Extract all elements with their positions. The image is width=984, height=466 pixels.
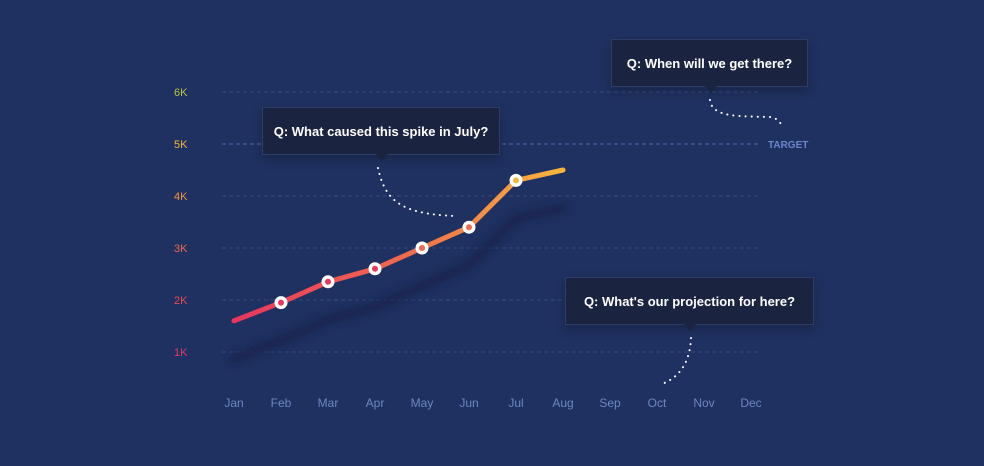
x-tick-label: May xyxy=(411,396,434,410)
x-tick-label: Jan xyxy=(224,396,243,410)
x-tick-label: Apr xyxy=(366,396,385,410)
connector-target xyxy=(709,99,783,129)
annotation-pointer xyxy=(376,154,388,161)
y-tick-label: 1K xyxy=(174,347,188,359)
x-tick-label: Oct xyxy=(648,396,667,410)
series-shadow xyxy=(229,203,568,364)
x-tick-label: Mar xyxy=(318,396,339,410)
annotation-projection-text: Q: What's our projection for here? xyxy=(583,293,796,309)
series-line xyxy=(231,167,566,324)
x-tick-label: Jun xyxy=(459,396,478,410)
target-label: TARGET xyxy=(768,140,808,151)
data-point-dot xyxy=(325,278,331,285)
annotation-spike-july-text: Q: What caused this spike in July? xyxy=(273,123,489,139)
data-point-dot xyxy=(278,299,284,306)
x-tick-label: Dec xyxy=(740,396,761,410)
data-point-dot xyxy=(466,224,472,231)
annotation-pointer xyxy=(684,324,696,331)
x-tick-label: Aug xyxy=(552,396,573,410)
data-point-dot xyxy=(513,177,519,184)
x-tick-label: Jul xyxy=(508,396,523,410)
x-tick-label: Sep xyxy=(599,396,621,410)
data-point-dot xyxy=(372,265,378,272)
annotation-pointer xyxy=(705,86,717,93)
annotation-projection: Q: What's our projection for here? xyxy=(565,277,814,331)
annotation-spike-july: Q: What caused this spike in July? xyxy=(262,107,500,161)
connector-projection xyxy=(661,337,692,385)
y-tick-label: 2K xyxy=(174,295,188,307)
y-tick-label: 6K xyxy=(174,87,188,99)
connector-spike xyxy=(377,167,456,217)
x-tick-label: Nov xyxy=(693,396,714,410)
annotation-when-target: Q: When will we get there? xyxy=(611,39,808,93)
y-tick-label: 4K xyxy=(174,191,188,203)
annotation-when-target-text: Q: When will we get there? xyxy=(626,55,793,71)
x-tick-label: Feb xyxy=(271,396,292,410)
data-point-dot xyxy=(419,245,425,251)
y-tick-label: 3K xyxy=(174,243,188,255)
y-tick-label: 5K xyxy=(174,139,188,151)
